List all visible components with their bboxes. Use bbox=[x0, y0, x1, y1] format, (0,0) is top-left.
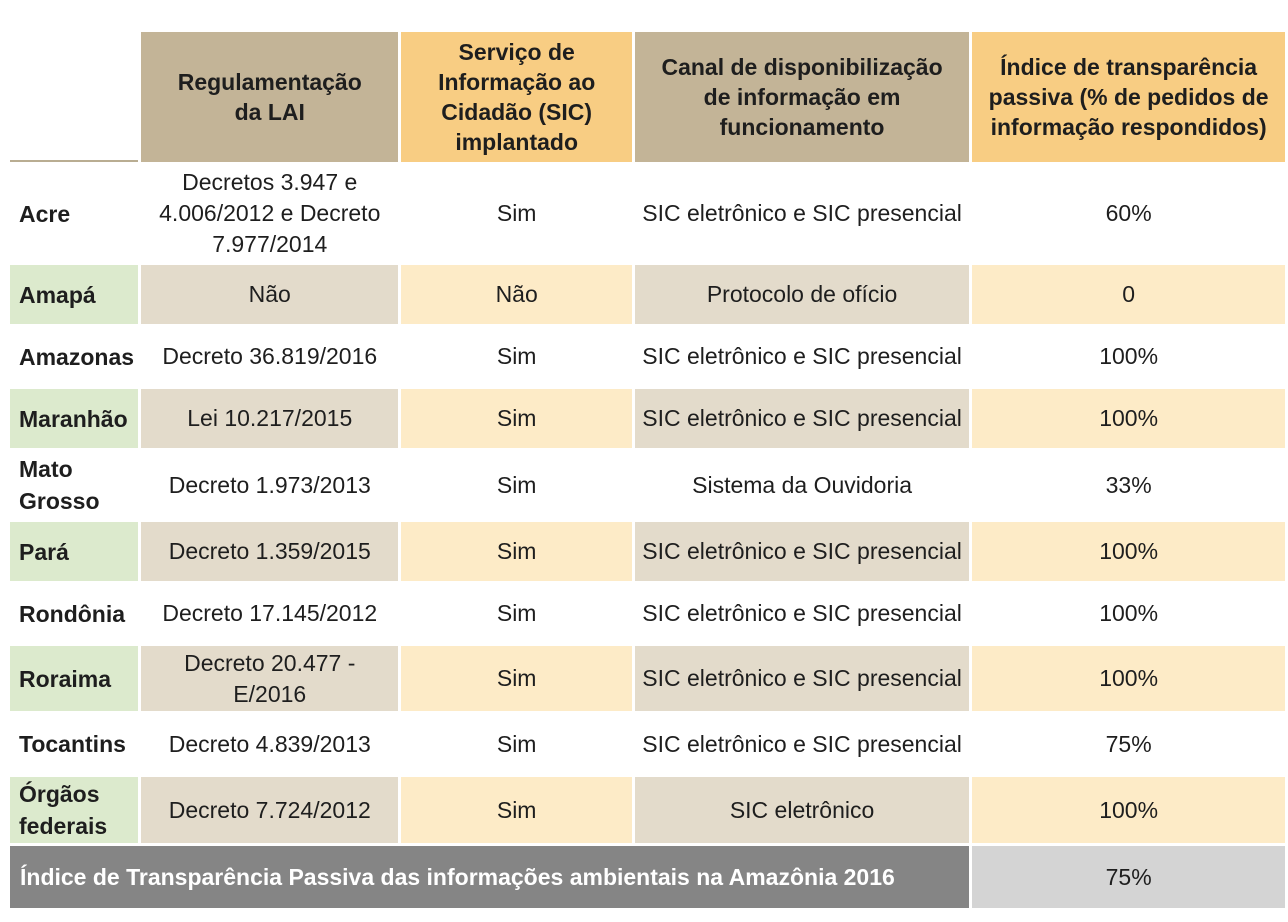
table-row: Mato Grosso Decreto 1.973/2013 Sim Siste… bbox=[10, 451, 1285, 519]
row-index: 100% bbox=[972, 646, 1285, 711]
row-index: 33% bbox=[972, 451, 1285, 519]
header-index: Índice de transparência passiva (% de pe… bbox=[972, 32, 1285, 162]
row-sic: Sim bbox=[401, 389, 632, 448]
table-row: Pará Decreto 1.359/2015 Sim SIC eletrôni… bbox=[10, 522, 1285, 581]
row-state: Tocantins bbox=[10, 714, 139, 774]
row-state: Amazonas bbox=[10, 327, 139, 386]
row-index: 100% bbox=[972, 584, 1285, 643]
total-value: 75% bbox=[972, 846, 1285, 908]
header-state bbox=[10, 32, 139, 162]
row-channel: Protocolo de ofício bbox=[634, 265, 970, 324]
row-channel: SIC eletrônico e SIC presencial bbox=[634, 522, 970, 581]
row-state: Pará bbox=[10, 522, 139, 581]
row-sic: Sim bbox=[401, 646, 632, 711]
row-index: 100% bbox=[972, 777, 1285, 843]
header-sic: Serviço de Informação ao Cidadão (SIC) i… bbox=[401, 32, 632, 162]
row-state: Rondônia bbox=[10, 584, 139, 643]
row-channel: SIC eletrônico e SIC presencial bbox=[634, 327, 970, 386]
row-regulation: Decreto 1.359/2015 bbox=[141, 522, 399, 581]
row-sic: Sim bbox=[401, 522, 632, 581]
row-index: 0 bbox=[972, 265, 1285, 324]
row-regulation: Decreto 36.819/2016 bbox=[141, 327, 399, 386]
row-state: Maranhão bbox=[10, 389, 139, 448]
transparency-table: Regulamentação da LAI Serviço de Informa… bbox=[7, 29, 1288, 911]
table-row: Rondônia Decreto 17.145/2012 Sim SIC ele… bbox=[10, 584, 1285, 643]
header-regulation: Regulamentação da LAI bbox=[141, 32, 399, 162]
row-channel: SIC eletrônico e SIC presencial bbox=[634, 584, 970, 643]
row-regulation: Lei 10.217/2015 bbox=[141, 389, 399, 448]
row-channel: SIC eletrônico e SIC presencial bbox=[634, 165, 970, 262]
row-index: 100% bbox=[972, 522, 1285, 581]
row-sic: Sim bbox=[401, 165, 632, 262]
row-state: Roraima bbox=[10, 646, 139, 711]
row-regulation: Decreto 7.724/2012 bbox=[141, 777, 399, 843]
table-row: Roraima Decreto 20.477 -E/2016 Sim SIC e… bbox=[10, 646, 1285, 711]
row-channel: SIC eletrônico e SIC presencial bbox=[634, 714, 970, 774]
row-regulation: Decreto 4.839/2013 bbox=[141, 714, 399, 774]
row-sic: Sim bbox=[401, 714, 632, 774]
row-regulation: Decreto 1.973/2013 bbox=[141, 451, 399, 519]
row-channel: SIC eletrônico e SIC presencial bbox=[634, 389, 970, 448]
row-state: Amapá bbox=[10, 265, 139, 324]
table-row: Acre Decretos 3.947 e 4.006/2012 e Decre… bbox=[10, 165, 1285, 262]
row-state: Mato Grosso bbox=[10, 451, 139, 519]
table-row: Amapá Não Não Protocolo de ofício 0 bbox=[10, 265, 1285, 324]
row-sic: Sim bbox=[401, 777, 632, 843]
total-row: Índice de Transparência Passiva das info… bbox=[10, 846, 1285, 908]
row-channel: SIC eletrônico e SIC presencial bbox=[634, 646, 970, 711]
row-index: 100% bbox=[972, 389, 1285, 448]
table-row: Maranhão Lei 10.217/2015 Sim SIC eletrôn… bbox=[10, 389, 1285, 448]
row-sic: Sim bbox=[401, 584, 632, 643]
row-index: 60% bbox=[972, 165, 1285, 262]
table-row: Amazonas Decreto 36.819/2016 Sim SIC ele… bbox=[10, 327, 1285, 386]
row-sic: Sim bbox=[401, 451, 632, 519]
row-index: 75% bbox=[972, 714, 1285, 774]
total-label: Índice de Transparência Passiva das info… bbox=[10, 846, 970, 908]
row-regulation: Decretos 3.947 e 4.006/2012 e Decreto 7.… bbox=[141, 165, 399, 262]
row-regulation: Não bbox=[141, 265, 399, 324]
row-regulation: Decreto 20.477 -E/2016 bbox=[141, 646, 399, 711]
row-state: Acre bbox=[10, 165, 139, 262]
row-state: Órgãos federais bbox=[10, 777, 139, 843]
table-row: Tocantins Decreto 4.839/2013 Sim SIC ele… bbox=[10, 714, 1285, 774]
header-channel: Canal de disponibilização de informação … bbox=[634, 32, 970, 162]
row-sic: Não bbox=[401, 265, 632, 324]
table-row: Órgãos federais Decreto 7.724/2012 Sim S… bbox=[10, 777, 1285, 843]
row-channel: Sistema da Ouvidoria bbox=[634, 451, 970, 519]
row-regulation: Decreto 17.145/2012 bbox=[141, 584, 399, 643]
row-index: 100% bbox=[972, 327, 1285, 386]
header-row: Regulamentação da LAI Serviço de Informa… bbox=[10, 32, 1285, 162]
row-sic: Sim bbox=[401, 327, 632, 386]
row-channel: SIC eletrônico bbox=[634, 777, 970, 843]
